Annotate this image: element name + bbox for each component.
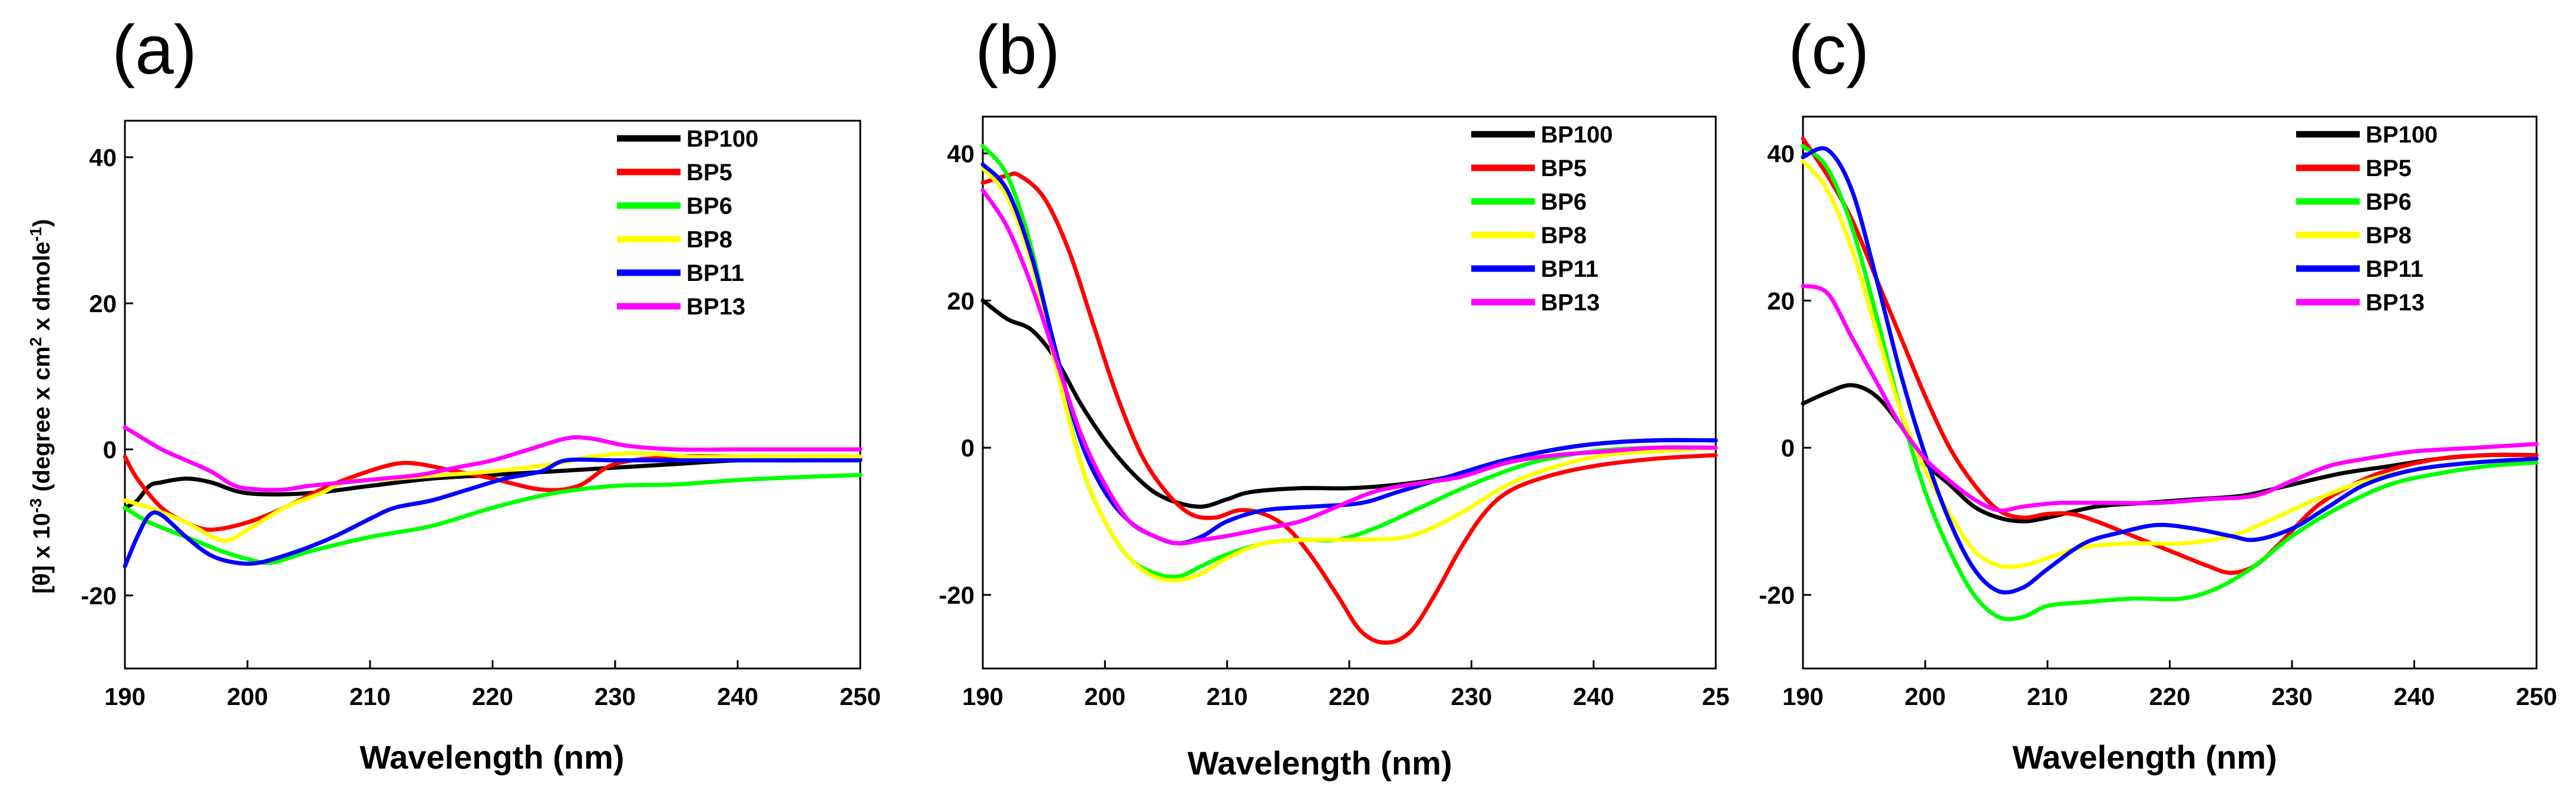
legend-label-bp6: BP6 [2366, 189, 2412, 215]
x-tick-label: 240 [1573, 683, 1614, 710]
series-line-bp6 [980, 144, 1718, 579]
series-line-bp13 [123, 425, 863, 492]
x-tick-label: 240 [717, 683, 758, 710]
x-axis-title: Wavelength (nm) [1187, 744, 1452, 782]
series-line-bp13 [980, 188, 1718, 546]
x-tick-label: 210 [2027, 683, 2068, 710]
legend-label-bp11: BP11 [1541, 256, 1599, 282]
y-tick-label: 0 [103, 436, 117, 464]
x-tick-label: 200 [227, 683, 268, 710]
legend-label-bp11: BP11 [2366, 256, 2423, 282]
panel-b: (b) 190 200 210 220 230 240 25 -20 0 20 40 BP100 BP5… [939, 11, 1729, 782]
x-tick-label: 190 [1782, 683, 1824, 710]
legend-label-bp5: BP5 [1541, 155, 1587, 181]
legend-label-bp100: BP100 [2366, 122, 2438, 148]
legend-label-bp13: BP13 [686, 294, 745, 320]
series-line-bp11 [980, 162, 1718, 546]
legend-label-bp100: BP100 [1541, 122, 1613, 148]
y-axis-label-part: [θ] x 10 [29, 513, 55, 594]
x-tick-label: 220 [1329, 683, 1370, 710]
y-axis-label-superscript: -1 [27, 227, 45, 241]
legend-label-bp8: BP8 [686, 227, 732, 253]
legend-label-bp8: BP8 [2366, 223, 2412, 249]
x-tick-label: 190 [104, 683, 146, 710]
y-tick-label: 40 [89, 144, 117, 171]
panel-a: (a) 190 200 210 220 230 240 250-2002040BP100BP… [81, 11, 881, 776]
series-line-bp100 [980, 298, 1718, 509]
y-tick-label: 40 [1767, 140, 1795, 167]
series-line-bp8 [1801, 158, 2539, 569]
y-tick-label: 20 [89, 290, 117, 317]
x-tick-label: 230 [595, 683, 636, 710]
plot-frame [124, 120, 861, 670]
x-tick-label: 230 [2271, 683, 2313, 710]
series-line-bp5 [980, 171, 1718, 645]
series-line-bp8 [980, 166, 1718, 582]
legend-label-bp5: BP5 [686, 160, 732, 186]
y-tick-label: 20 [1767, 287, 1795, 315]
series-line-bp6 [123, 472, 863, 565]
panel-label: (b) [975, 11, 1060, 89]
y-tick-label: 20 [947, 287, 975, 315]
y-tick-label: -20 [81, 582, 117, 610]
legend: BP100 BP5 BP6 BP8 BP11 BP13 [617, 126, 758, 320]
series-line-bp13 [1801, 283, 2539, 513]
plot-frame [1802, 115, 2538, 670]
x-tick-label: 200 [1904, 683, 1946, 710]
series-line-bp11 [1801, 146, 2539, 595]
y-tick-label: 0 [1781, 434, 1795, 462]
x-tick-label: 250 [2516, 683, 2557, 710]
y-tick-label: 40 [947, 140, 975, 167]
x-tick-label: 240 [2393, 683, 2435, 710]
legend-label-bp13: BP13 [1541, 290, 1600, 316]
legend-label-bp8: BP8 [1541, 223, 1587, 249]
panel-label: (a) [112, 11, 197, 89]
panel-c: (c) 190 200 210 220 230 240 250-2002040BP100BP… [1759, 11, 2557, 776]
series-line-bp6 [1801, 144, 2539, 621]
plot-area: 190 200 210 220 230 240 250 -20 0 20 40 BP100 BP5 BP6… [1759, 115, 2557, 710]
y-tick-label: -20 [939, 581, 975, 609]
y-axis-label-part: (degree x cm [29, 346, 55, 498]
y-tick-label: 0 [961, 434, 975, 462]
plot-area: 190 200 210 220 230 240 25-2002040BP100BP5BP6B… [939, 115, 1730, 710]
x-tick-label: 220 [472, 683, 513, 710]
legend-label-bp6: BP6 [686, 193, 732, 219]
legend-label-bp5: BP5 [2366, 155, 2412, 181]
series-line-bp11 [123, 457, 863, 568]
x-tick-label: 250 [840, 683, 881, 710]
legend-label-bp6: BP6 [1541, 189, 1587, 215]
plot-frame [982, 115, 1717, 670]
plot-area: 190 200 210 220 230 240 250 -20 0 20 40 BP100 BP5 BP6… [81, 120, 881, 710]
y-axis-label: [θ] x 10-3 (degree x cm2 x dmole-1) [27, 219, 55, 594]
panel-label: (c) [1788, 11, 1870, 89]
legend: BP100 BP5 BP6 BP8 BP11 BP13 [2296, 122, 2438, 316]
x-tick-label: 200 [1084, 683, 1125, 710]
legend-label-bp13: BP13 [2366, 290, 2425, 316]
x-tick-label: 190 [962, 683, 1003, 710]
x-tick-label: 220 [2149, 683, 2190, 710]
x-tick-label: 210 [349, 683, 391, 710]
legend-label-bp11: BP11 [686, 260, 744, 286]
legend-label-bp100: BP100 [686, 126, 758, 152]
y-tick-label: -20 [1759, 581, 1795, 609]
x-tick-label: 210 [1207, 683, 1248, 710]
y-axis-label-part: ) [29, 219, 55, 227]
series-line-bp8 [123, 451, 863, 543]
x-axis-title: Wavelength (nm) [2012, 739, 2277, 776]
legend: BP100 BP5 BP6 BP8 BP11 BP13 [1471, 122, 1613, 316]
series-line-bp5 [1801, 137, 2539, 575]
x-axis-title: Wavelength (nm) [359, 739, 624, 776]
y-axis-label-superscript: -3 [27, 498, 45, 513]
y-axis-label-part: x dmole [29, 241, 55, 337]
x-tick-label: 25 [1702, 683, 1730, 710]
series-line-bp5 [123, 454, 863, 532]
x-tick-label: 230 [1451, 683, 1492, 710]
y-axis-label-superscript: 2 [27, 337, 45, 346]
